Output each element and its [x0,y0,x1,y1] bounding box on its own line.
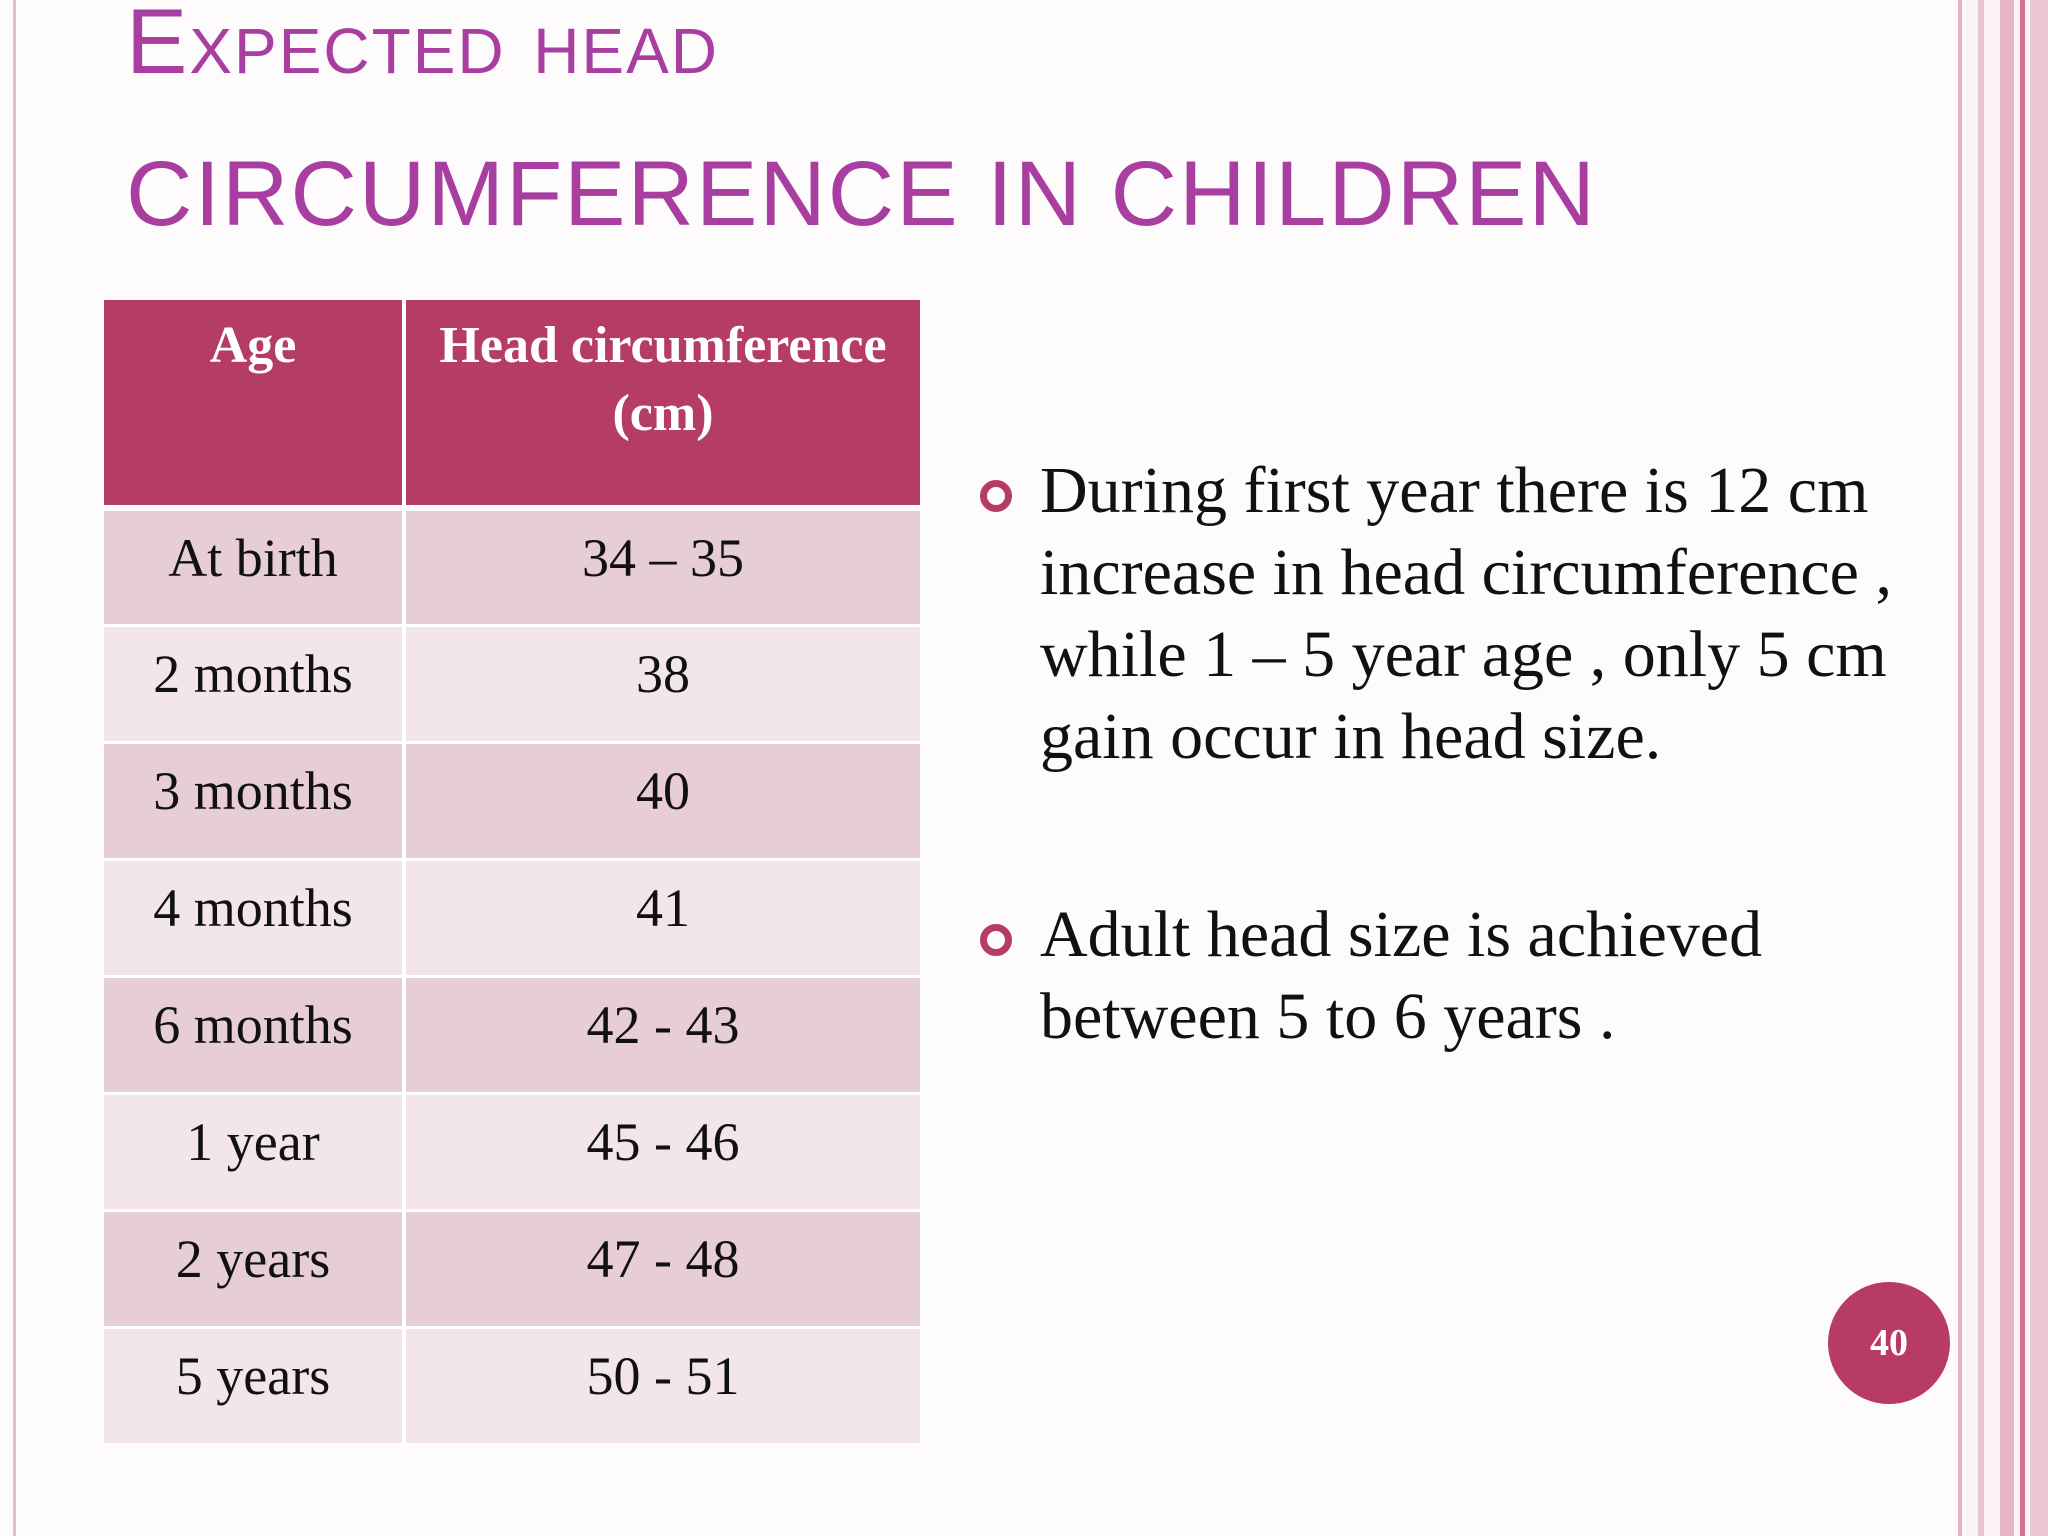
table-row: 6 months 42 - 43 [104,976,920,1095]
header-age: Age [104,300,406,511]
ring-bullet-icon [980,924,1012,956]
table-row: 3 months 40 [104,742,920,861]
bullet-item: Adult head size is achieved between 5 to… [980,894,1940,1058]
head-circumference-table: Age Head circumference (cm) At birth 34 … [104,300,920,1446]
age-cell: At birth [104,508,406,627]
age-cell: 3 months [104,742,406,861]
right-border-line [1958,0,1962,1536]
left-border-line [13,0,16,1536]
age-cell: 4 months [104,859,406,978]
age-cell: 6 months [104,976,406,1095]
bullet-text: During first year there is 12 cm increas… [1040,454,1892,773]
circumference-cell: 42 - 43 [404,976,920,1095]
circumference-cell: 34 – 35 [404,508,920,627]
table-row: 2 months 38 [104,625,920,744]
right-border-stripe [1978,0,1984,1536]
circumference-cell: 50 - 51 [404,1327,920,1446]
age-cell: 5 years [104,1327,406,1446]
age-cell: 2 years [104,1210,406,1329]
ring-bullet-icon [980,480,1012,512]
circumference-cell: 47 - 48 [404,1210,920,1329]
page-number: 40 [1870,1322,1908,1364]
bullet-list: During first year there is 12 cm increas… [980,450,1940,1174]
circumference-cell: 38 [404,625,920,744]
title-line-1-text: Expected head [126,0,720,93]
circumference-cell: 41 [404,859,920,978]
circumference-cell: 40 [404,742,920,861]
title-line-2: circumference in children [126,118,1886,270]
right-border-stripe [2030,0,2048,1536]
table-row: 4 months 41 [104,859,920,978]
age-cell: 2 months [104,625,406,744]
table-row: 5 years 50 - 51 [104,1327,920,1446]
page-number-badge: 40 [1828,1282,1950,1404]
table-row: 2 years 47 - 48 [104,1210,920,1329]
circumference-cell: 45 - 46 [404,1093,920,1212]
table-header-row: Age Head circumference (cm) [104,300,920,511]
title-line-2-text: circumference in children [126,143,1597,245]
table-row: At birth 34 – 35 [104,508,920,627]
title-line-1: Expected head [126,0,1886,118]
bullet-item: During first year there is 12 cm increas… [980,450,1940,778]
age-cell: 1 year [104,1093,406,1212]
bullet-text: Adult head size is achieved between 5 to… [1040,898,1763,1053]
table-row: 1 year 45 - 46 [104,1093,920,1212]
slide-title: Expected head circumference in children [126,0,1886,270]
right-border-stripe [2000,0,2014,1536]
right-border-stripe [2020,0,2025,1536]
header-head-circumference: Head circumference (cm) [404,300,920,511]
